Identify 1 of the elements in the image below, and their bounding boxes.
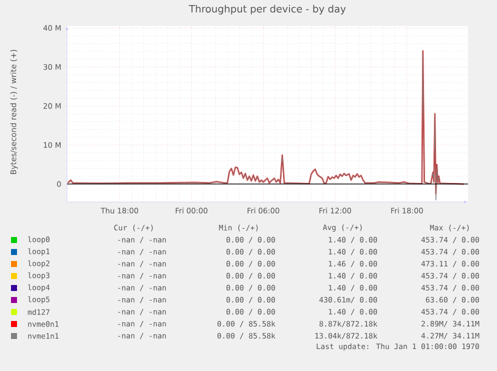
chart-title: Throughput per device - by day — [188, 4, 346, 15]
